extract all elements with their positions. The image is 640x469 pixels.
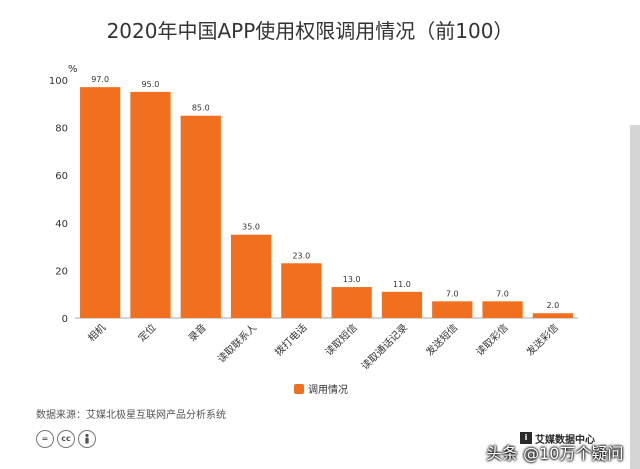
x-tick-label: 读取彩信: [473, 321, 510, 358]
data-label: 2.0: [546, 301, 559, 310]
legend-swatch: [294, 384, 304, 394]
x-tick-label: 读取联系人: [215, 321, 260, 366]
x-tick-label: 拨打电话: [272, 321, 309, 358]
data-label: 97.0: [91, 75, 109, 84]
bar: [482, 301, 523, 318]
logo-mark-icon: i: [520, 432, 532, 444]
x-tick-label: 录音: [186, 321, 209, 344]
x-tick-label: 定位: [135, 321, 158, 344]
x-tick-label: 读取短信: [322, 321, 359, 358]
bar-series: [80, 87, 573, 319]
x-tick-label: 发送彩信: [523, 321, 560, 358]
x-tick-label: 相机: [85, 321, 108, 344]
x-axis-labels: 相机 定位 录音 读取联系人 拨打电话 读取短信 读取通话记录 发送短信 读取彩信 发送彩信: [85, 321, 561, 373]
bar: [331, 287, 372, 318]
bar: [381, 291, 423, 318]
y-tick-label: 80: [55, 124, 68, 135]
y-axis: 0 20 40 60 80 100: [49, 76, 68, 325]
bar: [130, 91, 171, 319]
bar: [80, 87, 121, 318]
legend: 调用情况: [294, 383, 348, 396]
scrollbar[interactable]: [630, 125, 640, 469]
data-label: 23.0: [292, 251, 310, 260]
data-label: 85.0: [192, 104, 210, 113]
logo-text: 艾媒数据中心: [535, 434, 595, 446]
data-labels: 97.0 95.0 85.0 35.0 23.0 13.0 11.0 7.0 7.0 2.0: [91, 75, 559, 310]
bar: [281, 263, 322, 318]
bar: [432, 301, 473, 318]
legend-label: 调用情况: [308, 383, 348, 396]
source-text: 数据来源：艾媒北极星互联网产品分析系统: [36, 408, 226, 421]
y-tick-label: 40: [55, 219, 68, 230]
y-axis-unit: %: [68, 64, 78, 75]
y-tick-label: 100: [49, 76, 68, 87]
data-label: 95.0: [142, 80, 160, 89]
watermark: 头条 @10万个疑问: [486, 444, 624, 463]
cc-icon: cc: [57, 430, 75, 448]
y-tick-label: 0: [62, 314, 68, 325]
x-tick-label: 发送短信: [423, 321, 460, 358]
data-label: 7.0: [446, 289, 459, 298]
bar: [180, 115, 221, 318]
y-tick-label: 60: [55, 171, 68, 182]
person-icon: [78, 430, 96, 448]
data-label: 7.0: [496, 289, 509, 298]
data-label: 13.0: [343, 275, 361, 284]
data-label: 35.0: [242, 223, 260, 232]
y-tick-label: 20: [55, 266, 68, 277]
license-icons: = cc: [36, 430, 96, 448]
logo: i 艾媒数据中心: [520, 431, 595, 446]
bar: [532, 313, 573, 318]
data-label: 11.0: [393, 280, 411, 289]
x-tick-label: 读取通话记录: [358, 321, 410, 373]
nd-icon: =: [36, 430, 54, 448]
chart-title: 2020年中国APP使用权限调用情况（前100）: [107, 19, 514, 43]
bar: [230, 234, 272, 318]
